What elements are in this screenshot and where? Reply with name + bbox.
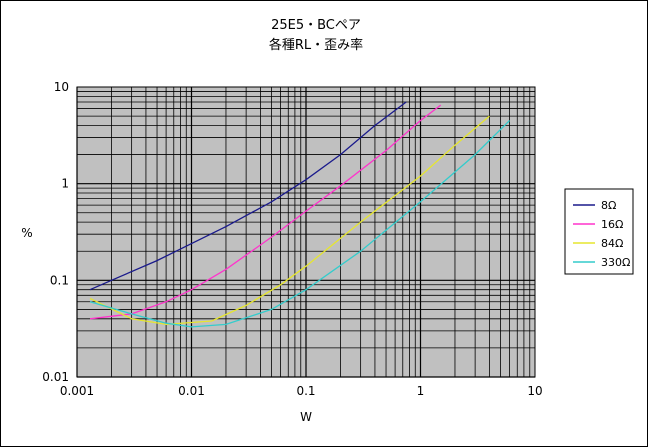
legend-label: 84Ω xyxy=(601,237,623,250)
y-tick-label: 0.01 xyxy=(42,370,69,384)
chart-title: 25E5・BCペア xyxy=(271,18,361,33)
x-tick-label: 0.001 xyxy=(60,384,94,398)
series-layer xyxy=(89,101,511,328)
legend-box xyxy=(564,188,634,275)
x-tick-label: 0.01 xyxy=(178,384,205,398)
legend-label: 16Ω xyxy=(601,218,623,231)
legend-label: 330Ω xyxy=(601,256,630,269)
legend: 8Ω 16Ω 84Ω 330Ω xyxy=(564,188,634,275)
series-line-1 xyxy=(89,101,407,291)
y-tick-label: 0.1 xyxy=(50,273,69,287)
grid-lines xyxy=(76,87,535,378)
legend-label: 8Ω xyxy=(601,199,616,212)
chart-subtitle: 各種RL・歪み率 xyxy=(269,37,363,53)
y-tick-label: 1 xyxy=(61,177,69,191)
x-axis-title: W xyxy=(300,410,312,424)
x-tick-label: 0.1 xyxy=(296,384,315,398)
x-tick-label: 1 xyxy=(417,384,425,398)
series-line-2 xyxy=(89,104,442,320)
series-line-3 xyxy=(89,115,490,326)
x-tick-label: 10 xyxy=(527,384,542,398)
y-tick-label: 10 xyxy=(54,80,69,94)
series-line-4 xyxy=(89,120,511,328)
y-axis-title: % xyxy=(21,226,32,240)
